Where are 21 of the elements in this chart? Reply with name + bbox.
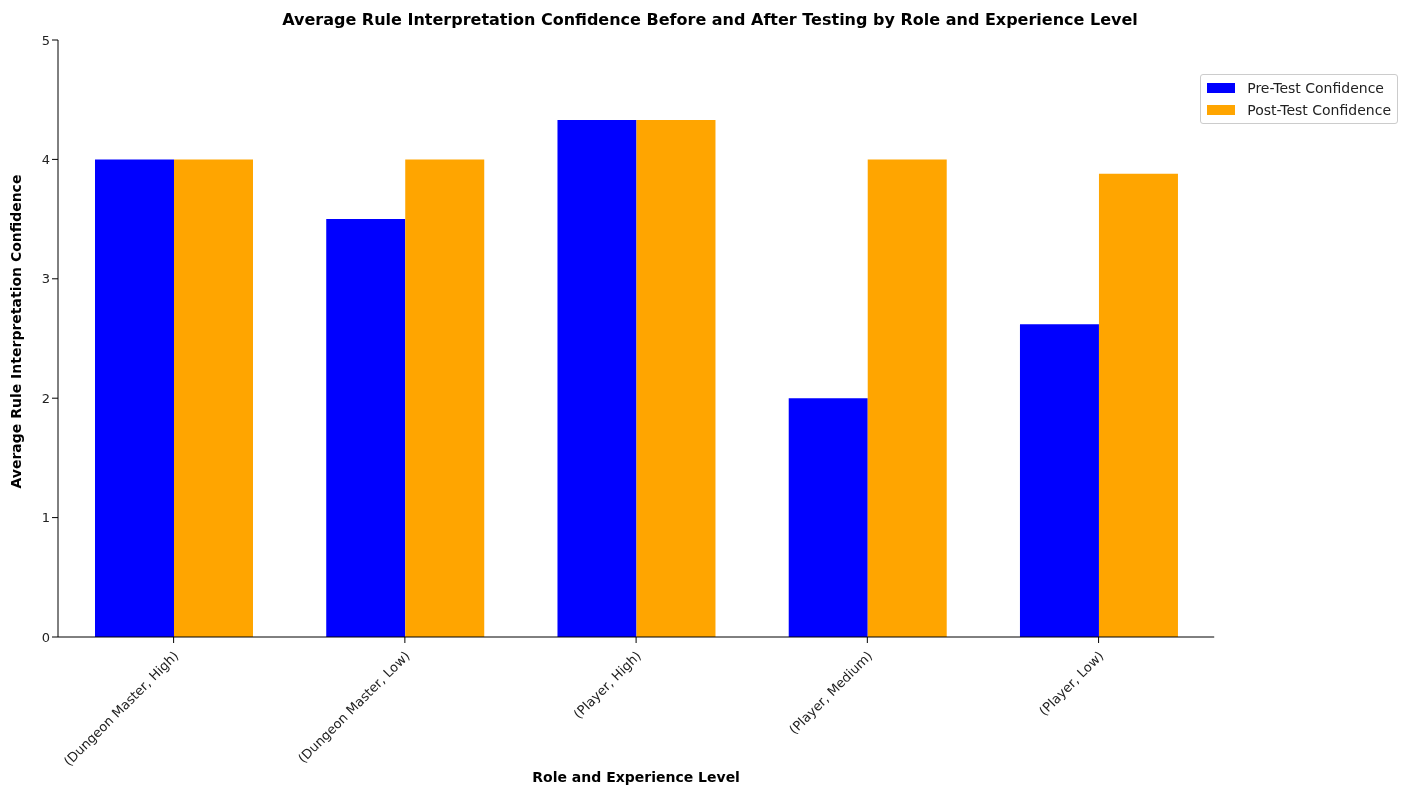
x-axis-title: Role and Experience Level (532, 769, 740, 785)
bar (788, 398, 868, 637)
chart-title: Average Rule Interpretation Confidence Before and After Testing by Role and Experience Level (281, 9, 1139, 31)
legend-label: Pre-Test Confidence (1246, 79, 1385, 98)
bar (1098, 173, 1178, 637)
bar (326, 219, 406, 637)
y-tick-label: 3 (41, 271, 50, 287)
y-tick-label: 2 (41, 390, 50, 406)
bar (867, 159, 947, 637)
bar (405, 159, 485, 637)
bar (636, 120, 716, 637)
legend-label: Post-Test Confidence (1246, 101, 1391, 120)
bar (95, 159, 174, 637)
bar (174, 159, 253, 637)
bar (1019, 324, 1099, 637)
y-tick-label: 4 (41, 152, 50, 168)
y-tick-label: 1 (41, 510, 50, 526)
y-axis-title: Average Rule Interpretation Confidence (7, 174, 24, 489)
y-tick-label: 5 (41, 32, 50, 48)
bar (557, 120, 637, 637)
y-tick-label: 0 (41, 629, 50, 645)
